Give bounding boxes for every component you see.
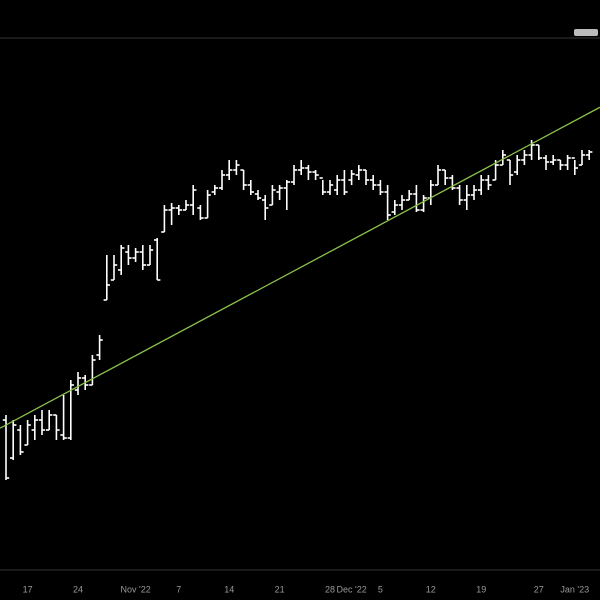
x-tick-label: 27	[534, 584, 544, 594]
x-tick-label: 21	[275, 584, 285, 594]
x-tick-label: 7	[176, 584, 181, 594]
x-tick-label: Jan '23	[560, 584, 589, 594]
scroll-handle[interactable]	[574, 29, 598, 36]
x-tick-label: 24	[73, 584, 83, 594]
x-tick-label: Nov '22	[120, 584, 150, 594]
x-tick-label: 14	[224, 584, 234, 594]
x-tick-label: 17	[23, 584, 33, 594]
x-tick-label: 19	[476, 584, 486, 594]
x-tick-label: 5	[378, 584, 383, 594]
x-tick-label: 12	[426, 584, 436, 594]
x-tick-label: Dec '22	[336, 584, 366, 594]
x-tick-label: 28	[325, 584, 335, 594]
trend-line	[0, 106, 600, 429]
